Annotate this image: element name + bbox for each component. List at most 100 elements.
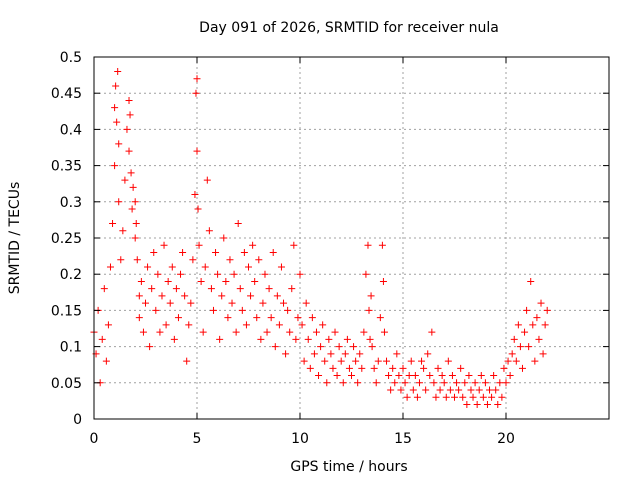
data-point	[115, 198, 123, 206]
data-point	[172, 285, 180, 293]
data-point	[529, 321, 537, 329]
data-point	[543, 306, 551, 314]
data-point	[310, 350, 318, 358]
data-point	[166, 299, 174, 307]
data-point	[415, 379, 423, 387]
data-point	[126, 111, 134, 119]
data-point	[242, 321, 250, 329]
data-point	[267, 314, 275, 322]
data-point	[168, 263, 176, 271]
data-point	[424, 350, 432, 358]
data-point	[393, 350, 401, 358]
data-point	[366, 335, 374, 343]
data-point	[409, 386, 417, 394]
data-point	[350, 343, 358, 351]
data-point	[133, 256, 141, 264]
x-tick-label: 20	[497, 431, 515, 447]
data-point	[383, 357, 391, 365]
data-point	[259, 299, 267, 307]
data-point	[440, 379, 448, 387]
data-point	[142, 299, 149, 307]
data-point	[527, 277, 535, 285]
data-point	[446, 386, 454, 394]
data-point	[368, 343, 376, 351]
data-point	[374, 357, 382, 365]
data-point	[135, 292, 143, 300]
data-point	[397, 386, 405, 394]
data-point	[203, 176, 211, 184]
data-point	[265, 285, 273, 293]
data-point	[218, 292, 226, 300]
data-point	[356, 350, 364, 358]
data-point	[411, 372, 419, 380]
data-point	[457, 364, 465, 372]
data-point	[251, 277, 259, 285]
data-point	[98, 335, 106, 343]
data-point	[312, 328, 320, 336]
data-point	[205, 227, 213, 235]
data-point	[518, 364, 526, 372]
data-point	[379, 277, 387, 285]
data-point	[430, 379, 438, 387]
y-tick-label: 0.25	[51, 231, 82, 247]
data-point	[201, 263, 209, 271]
x-tick-label: 0	[90, 431, 99, 447]
data-point	[510, 335, 518, 343]
data-point	[504, 357, 512, 365]
data-point	[506, 372, 514, 380]
data-point	[352, 357, 360, 365]
data-point	[306, 364, 314, 372]
data-point	[438, 372, 446, 380]
data-point	[273, 292, 281, 300]
data-point	[319, 321, 327, 329]
y-tick-label: 0.4	[60, 122, 82, 138]
data-point	[111, 162, 119, 170]
data-point	[104, 321, 112, 329]
data-point	[333, 372, 341, 380]
data-points	[90, 67, 551, 409]
data-point	[148, 285, 156, 293]
data-point	[214, 270, 222, 278]
data-point	[380, 328, 388, 336]
data-point	[372, 379, 380, 387]
data-point	[436, 386, 444, 394]
y-tick-label: 0.3	[60, 195, 82, 211]
data-point	[128, 205, 136, 213]
data-point	[114, 67, 122, 75]
axis-ticks: 0 5 10 15 20 0 0.05 0.1 0.15 0.2 0.25 0.3 0.35 0.4 0.4…	[51, 50, 609, 447]
data-point	[323, 379, 331, 387]
data-point	[500, 364, 508, 372]
data-point	[533, 314, 541, 322]
data-point	[135, 314, 143, 322]
data-point	[156, 328, 164, 336]
data-point	[125, 147, 133, 155]
data-point	[467, 386, 475, 394]
data-point	[302, 299, 310, 307]
data-point	[100, 285, 108, 293]
data-point	[537, 299, 545, 307]
data-point	[479, 393, 487, 401]
data-point	[405, 372, 413, 380]
data-point	[364, 241, 372, 249]
data-point	[238, 306, 246, 314]
data-point	[296, 270, 304, 278]
data-point	[282, 350, 290, 358]
y-tick-label: 0.2	[60, 267, 82, 283]
data-point	[224, 314, 232, 322]
data-point	[232, 328, 240, 336]
data-point	[516, 343, 524, 351]
data-point	[477, 372, 485, 380]
data-point	[121, 176, 129, 184]
data-point	[521, 328, 529, 336]
y-tick-label: 0.1	[60, 340, 82, 356]
data-point	[360, 328, 368, 336]
data-point	[170, 335, 178, 343]
data-point	[444, 357, 452, 365]
data-point	[286, 328, 294, 336]
data-point	[308, 314, 316, 322]
x-axis-label: GPS time / hours	[290, 459, 407, 475]
data-point	[228, 299, 236, 307]
data-point	[471, 379, 479, 387]
